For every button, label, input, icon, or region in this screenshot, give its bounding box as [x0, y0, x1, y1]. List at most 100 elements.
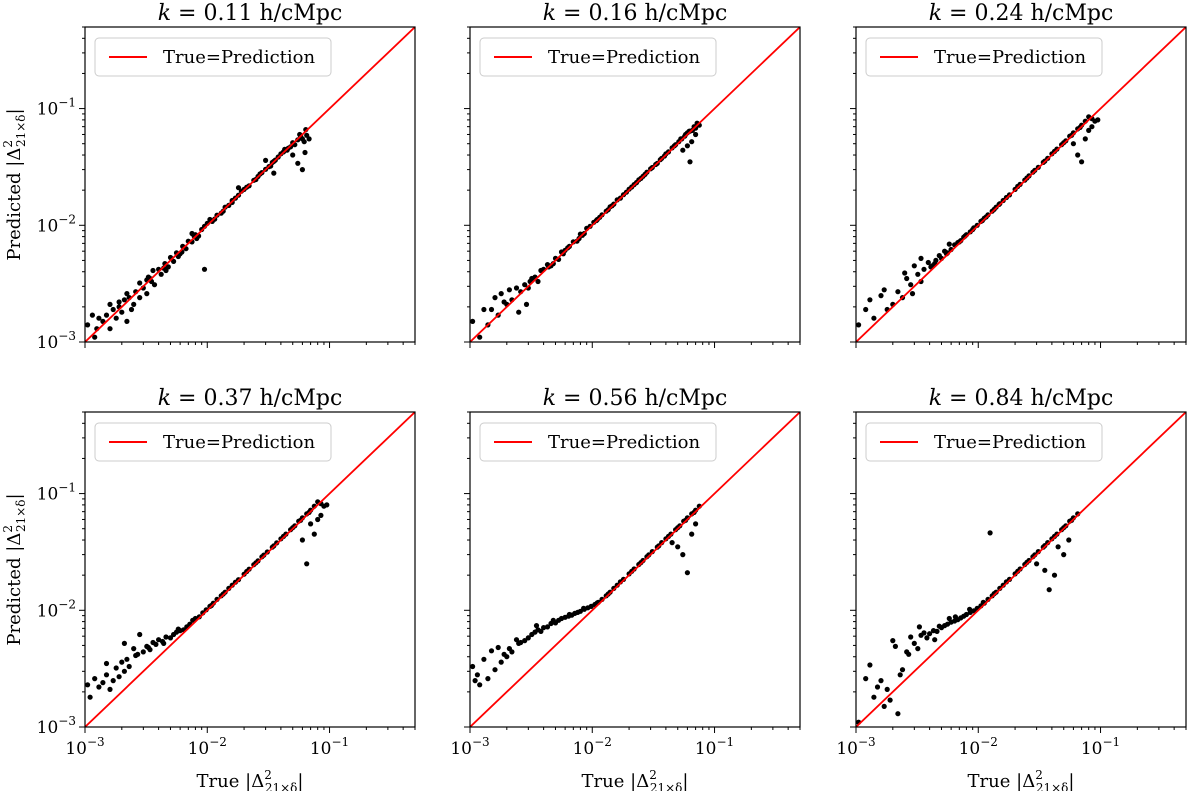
tick-base: 10 — [37, 333, 59, 353]
scatter-points — [470, 503, 702, 688]
tick-base: 10 — [37, 601, 59, 621]
y-axis-label: Predicted |Δ221×δ| — [1, 108, 28, 260]
panel-title: k = 0.11 h/cMpc — [158, 1, 343, 26]
data-point — [541, 625, 547, 631]
legend-label: True=Prediction — [163, 47, 315, 68]
data-point — [128, 306, 135, 313]
data-point — [121, 640, 127, 647]
tick-exponent: −2 — [58, 212, 76, 226]
data-point — [144, 291, 150, 297]
data-point — [96, 315, 102, 321]
data-point — [946, 615, 952, 622]
data-point — [301, 139, 307, 145]
title-k-value: = 0.24 — [942, 1, 1030, 26]
title-unit: h/cMpc — [259, 1, 342, 26]
x-tick-label: 10−1 — [310, 735, 349, 759]
x-tick-label: 10−1 — [1081, 735, 1120, 759]
y-tick-label: 10−3 — [37, 714, 76, 738]
data-point — [952, 614, 959, 620]
title-k-symbol: k — [929, 386, 942, 411]
ylabel-sup: 2 — [1, 140, 15, 148]
legend: True=Prediction — [479, 37, 717, 77]
xlabel-sub: 21×δ — [265, 781, 298, 791]
title-k-value: = 0.37 — [171, 386, 259, 411]
data-point — [871, 694, 877, 700]
data-point — [921, 266, 927, 272]
data-point — [906, 651, 912, 657]
x-tick-label: 10−1 — [695, 735, 734, 759]
data-point — [895, 289, 901, 295]
ticks — [464, 411, 801, 733]
xlabel-sup: 2 — [1035, 768, 1043, 782]
panel-2: k = 0.16 h/cMpc True=Prediction — [464, 1, 801, 348]
data-point — [495, 644, 501, 651]
x-tick-label: 10−3 — [65, 735, 104, 759]
data-point — [544, 624, 551, 630]
reference-line — [470, 27, 800, 342]
panel-title: k = 0.37 h/cMpc — [158, 386, 343, 411]
data-point — [987, 530, 993, 536]
xlabel-bar: | — [297, 771, 303, 791]
reference-line — [856, 27, 1186, 342]
data-point — [908, 634, 914, 640]
tick-exponent: −1 — [717, 735, 735, 749]
data-point — [315, 516, 321, 523]
data-point — [918, 255, 924, 261]
reference-line — [856, 412, 1186, 727]
data-point — [533, 623, 540, 629]
data-point — [921, 630, 927, 636]
ylabel-bar: | — [4, 493, 25, 499]
data-point — [121, 668, 127, 674]
tick-exponent: −2 — [58, 597, 76, 611]
data-point — [107, 686, 113, 693]
data-point — [290, 152, 296, 158]
tick-base: 10 — [37, 718, 59, 738]
xlabel-prefix: True | — [968, 771, 1023, 791]
title-k-symbol: k — [158, 1, 171, 26]
data-point — [927, 631, 933, 637]
data-point — [689, 139, 695, 145]
data-point — [119, 309, 125, 315]
title-k-value: = 0.11 — [171, 1, 259, 26]
title-unit: h/cMpc — [259, 386, 342, 411]
x-tick-label: 10−3 — [450, 735, 489, 759]
data-point — [936, 623, 942, 629]
data-point — [235, 185, 242, 191]
data-point — [884, 686, 890, 693]
y-tick-label: 10−3 — [37, 329, 76, 353]
data-point — [201, 266, 208, 272]
data-point — [295, 160, 301, 166]
ylabel-prefix: Predicted | — [4, 546, 25, 646]
title-k-symbol: k — [543, 1, 556, 26]
data-point — [263, 157, 269, 163]
y-tick-label: 10−2 — [37, 597, 76, 621]
data-point — [477, 682, 483, 688]
data-point — [163, 634, 169, 640]
legend: True=Prediction — [865, 37, 1103, 77]
data-point — [525, 635, 531, 641]
axes-frame — [84, 411, 416, 728]
data-point — [103, 672, 110, 678]
axes-frame — [84, 26, 416, 343]
data-point — [124, 318, 130, 324]
data-point — [523, 301, 530, 307]
legend-box — [479, 37, 717, 77]
ticks — [850, 26, 1187, 348]
data-point — [871, 315, 877, 321]
tick-exponent: −1 — [1103, 735, 1121, 749]
x-tick-label: 10−2 — [188, 735, 227, 759]
data-point — [153, 641, 159, 648]
ylabel-symbol: Δ — [4, 148, 25, 161]
title-k-value: = 0.56 — [556, 386, 644, 411]
data-point — [311, 531, 317, 537]
reference-line — [85, 27, 415, 342]
axes-frame — [855, 411, 1187, 728]
ylabel-prefix: Predicted | — [4, 161, 25, 261]
data-point — [924, 635, 930, 641]
tick-exponent: −3 — [858, 735, 876, 749]
ylabel-sup: 2 — [1, 525, 15, 533]
tick-base: 10 — [37, 485, 59, 505]
data-point — [137, 280, 143, 286]
ticks — [850, 411, 1187, 733]
